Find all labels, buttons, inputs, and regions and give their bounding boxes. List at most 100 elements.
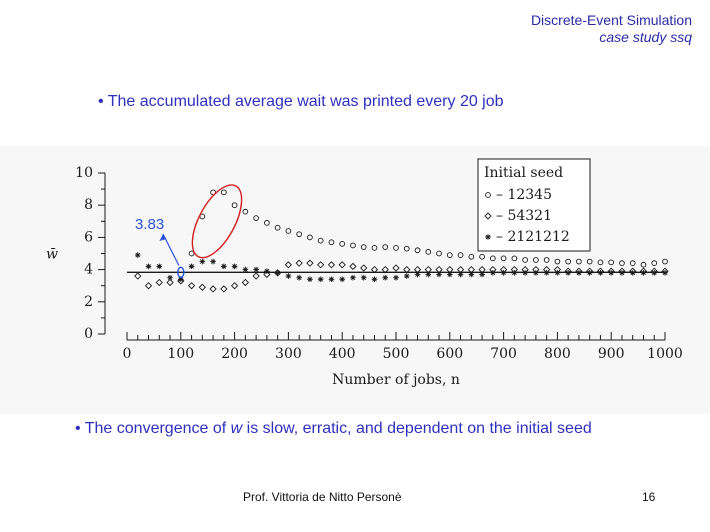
- data-point-12345: [619, 260, 625, 267]
- data-point-12345: [339, 240, 346, 247]
- data-point-12345: [554, 258, 561, 265]
- data-point-12345: [285, 228, 292, 234]
- data-point-54321: [295, 259, 303, 267]
- data-point-2121212: [543, 270, 550, 276]
- legend-label: – 12345: [496, 187, 552, 203]
- data-point-12345: [468, 253, 475, 260]
- data-point-2121212: [393, 274, 399, 281]
- data-point-54321: [177, 277, 185, 285]
- data-point-2121212: [436, 271, 442, 278]
- data-point-2121212: [178, 276, 184, 283]
- bullet-bottom-post: is slow, erratic, and dependent on the i…: [242, 420, 592, 437]
- data-point-12345: [425, 249, 432, 255]
- x-tick-label: 700: [490, 346, 517, 362]
- x-tick-label: 600: [436, 346, 463, 362]
- data-point-2121212: [253, 266, 259, 273]
- data-point-12345: [586, 258, 593, 265]
- bullet-bottom-pre: • The convergence of: [75, 420, 231, 437]
- data-point-12345: [220, 189, 227, 196]
- legend-label: – 54321: [496, 208, 552, 224]
- data-point-2121212: [382, 274, 389, 281]
- data-point-54321: [381, 265, 389, 274]
- y-axis-label: w̄: [46, 247, 58, 263]
- data-point-12345: [640, 261, 647, 268]
- bullet-top: • The accumulated average wait was print…: [98, 93, 504, 110]
- data-point-2121212: [360, 274, 367, 281]
- annotation-marker: [177, 266, 185, 279]
- data-point-2121212: [307, 276, 313, 283]
- data-point-54321: [220, 285, 228, 293]
- data-point-54321: [134, 272, 142, 280]
- data-point-54321: [241, 278, 249, 287]
- legend-title: Initial seed: [484, 165, 563, 181]
- data-point-54321: [370, 265, 379, 274]
- x-tick-label: 300: [275, 346, 302, 362]
- data-point-2121212: [403, 273, 410, 279]
- data-point-12345: [382, 244, 389, 250]
- annotation-value: 3.83: [135, 216, 164, 233]
- data-point-54321: [209, 285, 217, 293]
- data-point-12345: [511, 255, 518, 262]
- data-point-2121212: [371, 276, 378, 283]
- legend-label: – 2121212: [496, 229, 570, 245]
- data-point-12345: [210, 189, 216, 196]
- data-point-2121212: [651, 270, 658, 276]
- data-point-54321: [274, 269, 282, 277]
- data-point-12345: [543, 257, 550, 263]
- data-point-12345: [597, 259, 604, 266]
- data-point-2121212: [629, 270, 636, 276]
- data-point-54321: [144, 282, 153, 290]
- data-point-2121212: [221, 263, 227, 270]
- data-point-2121212: [296, 274, 302, 281]
- data-point-12345: [522, 257, 528, 263]
- data-point-2121212: [597, 270, 604, 276]
- data-point-12345: [264, 220, 270, 226]
- data-point-2121212: [242, 266, 249, 273]
- header-subtitle: case study ssq: [599, 29, 692, 45]
- data-point-2121212: [425, 271, 432, 278]
- data-point-2121212: [640, 270, 647, 276]
- legend-marker-2121212: [485, 234, 491, 240]
- data-point-12345: [500, 255, 507, 262]
- data-point-12345: [489, 255, 496, 262]
- data-point-2121212: [457, 271, 464, 278]
- data-point-2121212: [586, 270, 593, 276]
- data-point-54321: [317, 261, 325, 269]
- x-tick-label: 0: [123, 346, 132, 362]
- data-point-2121212: [511, 270, 518, 276]
- data-point-12345: [360, 244, 367, 250]
- data-point-12345: [188, 250, 195, 257]
- data-point-2121212: [264, 268, 270, 275]
- data-point-2121212: [447, 271, 453, 278]
- x-tick-label: 900: [598, 346, 625, 362]
- data-point-2121212: [317, 276, 324, 283]
- data-point-12345: [393, 245, 399, 251]
- data-point-12345: [328, 239, 335, 246]
- data-point-12345: [651, 260, 658, 267]
- data-point-2121212: [188, 263, 195, 270]
- data-point-12345: [242, 208, 249, 215]
- data-point-54321: [198, 283, 206, 291]
- data-point-54321: [230, 282, 239, 290]
- data-point-12345: [479, 253, 485, 260]
- data-point-54321: [327, 261, 336, 269]
- data-point-2121212: [134, 252, 141, 258]
- data-point-2121212: [414, 271, 421, 278]
- slide-header: Discrete-Event Simulation case study ssq: [531, 12, 692, 46]
- y-tick-label: 0: [84, 326, 93, 342]
- data-point-54321: [284, 261, 293, 269]
- header-title: Discrete-Event Simulation: [530, 12, 692, 28]
- data-point-12345: [446, 252, 453, 258]
- x-tick-label: 100: [167, 346, 194, 362]
- data-point-12345: [231, 202, 238, 209]
- data-point-12345: [403, 245, 410, 252]
- x-axis-label: Number of jobs, n: [332, 372, 460, 388]
- data-point-12345: [274, 224, 281, 231]
- data-point-2121212: [522, 270, 528, 276]
- data-point-12345: [457, 252, 464, 258]
- data-point-2121212: [479, 271, 485, 278]
- x-tick-label: 400: [329, 346, 356, 362]
- data-point-2121212: [274, 270, 281, 276]
- data-point-2121212: [231, 263, 238, 270]
